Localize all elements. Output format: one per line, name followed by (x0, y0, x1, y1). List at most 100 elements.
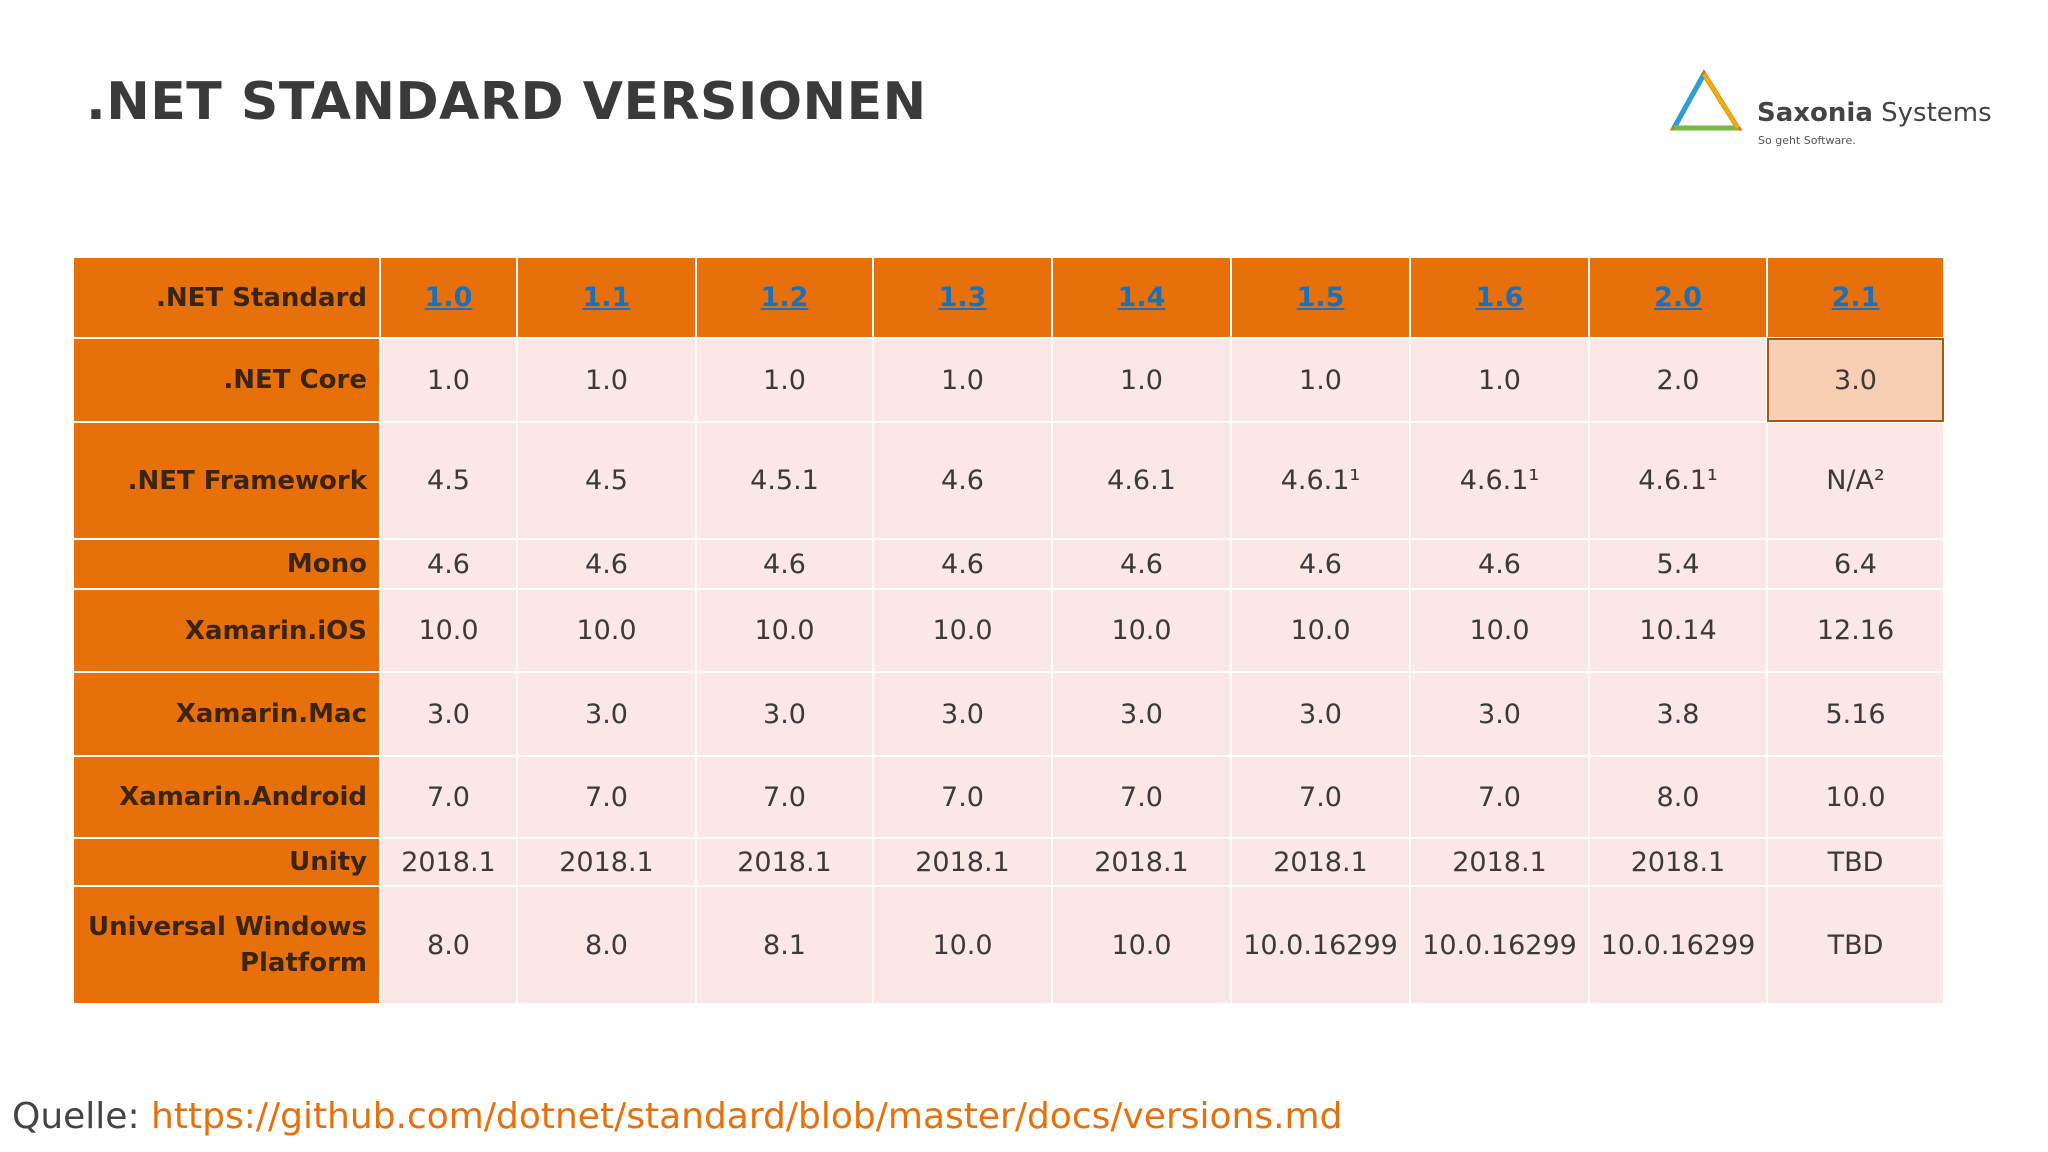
cell: 4.5 (516, 421, 697, 540)
cell: 10.0 (1409, 588, 1590, 673)
cell: 3.0 (516, 671, 697, 757)
table-row: .NET Framework 4.5 4.5 4.5.1 4.6 4.6.1 4.6.1¹ 4… (72, 421, 1945, 540)
cell: 2018.1 (1588, 837, 1768, 887)
cell: 8.1 (695, 885, 874, 1005)
cell: 10.0 (1051, 588, 1232, 673)
cell: 1.0 (872, 337, 1053, 423)
cell: TBD (1766, 885, 1945, 1005)
cell: 4.5 (379, 421, 518, 540)
cell: 1.1 (516, 256, 697, 339)
row-header: .NET Framework (72, 421, 381, 540)
cell: 2018.1 (872, 837, 1053, 887)
cell: 2.0 (1588, 256, 1768, 339)
cell: TBD (1766, 837, 1945, 887)
cell: 4.6.1¹ (1409, 421, 1590, 540)
cell: 2018.1 (516, 837, 697, 887)
cell: 1.3 (872, 256, 1053, 339)
version-table: .NET Standard 1.0 1.1 1.2 1.3 1.4 1.5 1.6 2.0 2.1… (72, 256, 1945, 1005)
table-row: Unity 2018.1 2018.1 2018.1 2018.1 2018.1 2018.… (72, 837, 1945, 887)
cell: 10.0 (1051, 885, 1232, 1005)
header-row: .NET Standard 1.0 1.1 1.2 1.3 1.4 1.5 1.6 2.0 2.1 (72, 256, 1945, 339)
cell: 10.0 (872, 588, 1053, 673)
row-header: Mono (72, 538, 381, 590)
logo-icon (1669, 69, 1743, 131)
cell: N/A² (1766, 421, 1945, 540)
cell: 4.6 (872, 538, 1053, 590)
cell: 10.0 (872, 885, 1053, 1005)
version-link[interactable]: 1.0 (424, 282, 473, 313)
logo-tagline: So geht Software. (1758, 134, 1856, 147)
cell: 4.5.1 (695, 421, 874, 540)
cell: 1.0 (1230, 337, 1411, 423)
cell: 2018.1 (695, 837, 874, 887)
cell: 2.0 (1588, 337, 1768, 423)
cell: 2018.1 (1230, 837, 1411, 887)
table-row: Mono 4.6 4.6 4.6 4.6 4.6 4.6 4.6 5.4 6.4 (72, 538, 1945, 590)
table-row: Xamarin.iOS 10.0 10.0 10.0 10.0 10.0 10.0 10.0 1… (72, 588, 1945, 673)
logo: Saxonia Systems So geht Software. (1668, 68, 1992, 158)
cell: 7.0 (379, 755, 518, 839)
title: .NET STANDARD VERSIONEN (86, 72, 927, 132)
version-link[interactable]: 2.0 (1654, 282, 1702, 313)
row-header: Xamarin.iOS (72, 588, 381, 673)
table-row: .NET Core 1.0 1.0 1.0 1.0 1.0 1.0 1.0 2.0 3.0 (72, 337, 1945, 423)
cell: 3.8 (1588, 671, 1768, 757)
cell: 3.0 (695, 671, 874, 757)
version-link[interactable]: 1.3 (938, 282, 987, 313)
version-link[interactable]: 1.4 (1117, 282, 1166, 313)
row-header: Xamarin.Mac (72, 671, 381, 757)
cell: 1.0 (695, 337, 874, 423)
cell: 1.0 (379, 337, 518, 423)
version-link[interactable]: 1.1 (582, 282, 631, 313)
cell: 1.6 (1409, 256, 1590, 339)
cell: 4.6 (379, 538, 518, 590)
version-link[interactable]: 1.5 (1296, 282, 1345, 313)
row-header: .NET Standard (72, 256, 381, 339)
logo-bold: Saxonia (1757, 98, 1873, 128)
cell: 4.6.1 (1051, 421, 1232, 540)
cell: 3.0 (872, 671, 1053, 757)
cell: 7.0 (1230, 755, 1411, 839)
cell: 4.6.1¹ (1230, 421, 1411, 540)
cell: 7.0 (695, 755, 874, 839)
row-header: Xamarin.Android (72, 755, 381, 839)
cell: 2018.1 (1051, 837, 1232, 887)
cell: 4.6 (516, 538, 697, 590)
table-row: Xamarin.Android 7.0 7.0 7.0 7.0 7.0 7.0 7.0 8.0 1… (72, 755, 1945, 839)
table-row: Xamarin.Mac 3.0 3.0 3.0 3.0 3.0 3.0 3.0 3.8 5.16 (72, 671, 1945, 757)
cell: 4.6.1¹ (1588, 421, 1768, 540)
cell: 10.0 (695, 588, 874, 673)
cell: 6.4 (1766, 538, 1945, 590)
cell: 7.0 (1051, 755, 1232, 839)
cell: 3.0 (379, 671, 518, 757)
cell: 10.0 (516, 588, 697, 673)
row-header: .NET Core (72, 337, 381, 423)
cell: 4.6 (695, 538, 874, 590)
cell: 12.16 (1766, 588, 1945, 673)
cell: 3.0 (1230, 671, 1411, 757)
logo-name: Saxonia Systems (1757, 98, 1992, 128)
cell: 1.2 (695, 256, 874, 339)
cell: 1.0 (1051, 337, 1232, 423)
cell: 10.0 (1766, 755, 1945, 839)
version-link[interactable]: 2.1 (1831, 282, 1880, 313)
version-link[interactable]: 1.6 (1475, 282, 1524, 313)
cell: 3.0 (1051, 671, 1232, 757)
version-link[interactable]: 1.2 (760, 282, 809, 313)
cell: 8.0 (379, 885, 518, 1005)
source-link[interactable]: https://github.com/dotnet/standard/blob/… (151, 1096, 1343, 1137)
cell: 7.0 (872, 755, 1053, 839)
cell: 10.0.16299 (1409, 885, 1590, 1005)
cell: 4.6 (1409, 538, 1590, 590)
cell: 2.1 (1766, 256, 1945, 339)
cell: 10.0.16299 (1588, 885, 1768, 1005)
table-row: Universal Windows Platform 8.0 8.0 8.1 10.0 1… (72, 885, 1945, 1005)
cell: 8.0 (516, 885, 697, 1005)
cell: 3.0 (1766, 337, 1945, 423)
cell: 4.6 (1230, 538, 1411, 590)
cell: 5.16 (1766, 671, 1945, 757)
logo-rest: Systems (1881, 98, 1992, 128)
cell: 3.0 (1409, 671, 1590, 757)
cell: 10.0 (1230, 588, 1411, 673)
